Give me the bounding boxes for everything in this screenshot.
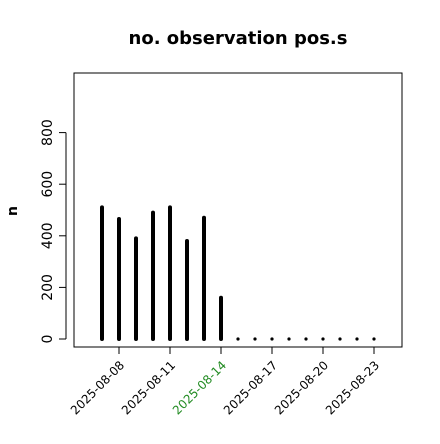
bar	[372, 337, 376, 341]
bar	[304, 337, 308, 341]
x-tick-label: 2025-08-17	[221, 358, 280, 417]
y-axis: 0 200 400 600 800	[40, 119, 67, 344]
y-tick-label: 400	[40, 222, 56, 249]
bar	[321, 337, 325, 341]
bar	[253, 337, 257, 341]
bar	[236, 337, 240, 341]
y-tick-label: 200	[40, 274, 56, 301]
bar	[270, 337, 274, 341]
chart-title: no. observation pos.s	[129, 28, 348, 49]
plot-frame	[73, 72, 403, 348]
bar	[287, 337, 291, 341]
x-tick-label: 2025-08-08	[68, 358, 127, 417]
y-axis-label: n	[5, 206, 21, 216]
y-tick-label: 600	[40, 171, 56, 198]
bar	[338, 337, 342, 341]
y-tick-label: 800	[40, 119, 56, 146]
x-tick-label: 2025-08-14	[170, 358, 229, 417]
x-axis: 2025-08-082025-08-112025-08-142025-08-17…	[68, 346, 382, 417]
bar	[355, 337, 359, 341]
x-tick-label: 2025-08-11	[119, 358, 178, 417]
x-tick-label: 2025-08-20	[272, 358, 331, 417]
bars	[100, 205, 376, 341]
x-tick-label: 2025-08-23	[323, 358, 382, 417]
y-tick-label: 0	[40, 335, 56, 344]
